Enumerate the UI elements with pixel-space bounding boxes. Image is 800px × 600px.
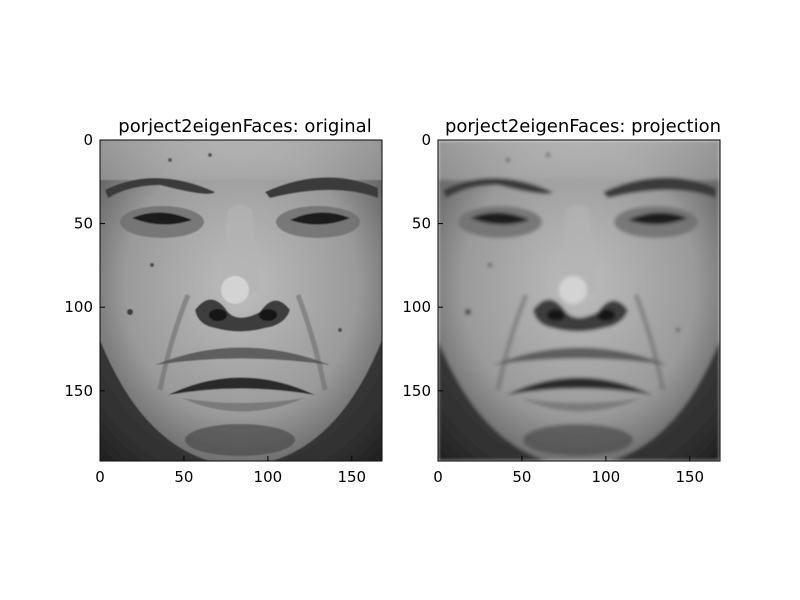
grayscale-face-original: [100, 140, 382, 461]
x-tick-label: 50: [174, 468, 193, 486]
axis-ticks: 0 50 100 150 0 50 100 150: [64, 131, 366, 486]
panel-original: porject2eigenFaces: original 0 50 100 150 0 5…: [64, 116, 383, 486]
x-tick-label: 100: [254, 468, 283, 486]
panel-title: porject2eigenFaces: projection: [445, 116, 721, 137]
y-tick-label: 150: [402, 382, 431, 400]
y-tick-label: 0: [83, 131, 93, 149]
y-tick-label: 150: [64, 382, 93, 400]
axes-frame: [437, 139, 721, 462]
grayscale-face-projection: [438, 140, 720, 461]
y-tick-label: 0: [421, 131, 431, 149]
panel-title: porject2eigenFaces: original: [118, 116, 371, 137]
y-tick-label: 50: [412, 215, 431, 233]
y-tick-label: 100: [64, 298, 93, 316]
x-tick-label: 150: [675, 468, 704, 486]
x-tick-label: 100: [592, 468, 621, 486]
x-tick-label: 50: [512, 468, 531, 486]
axis-ticks: 0 50 100 150 0 50 100 150: [402, 131, 704, 486]
panel-projection: porject2eigenFaces: projection 0 50 100 150…: [402, 116, 721, 486]
x-tick-label: 0: [95, 468, 105, 486]
x-tick-label: 0: [433, 468, 443, 486]
y-tick-label: 100: [402, 298, 431, 316]
x-tick-label: 150: [337, 468, 366, 486]
axes-frame: [99, 139, 383, 462]
y-tick-label: 50: [74, 215, 93, 233]
